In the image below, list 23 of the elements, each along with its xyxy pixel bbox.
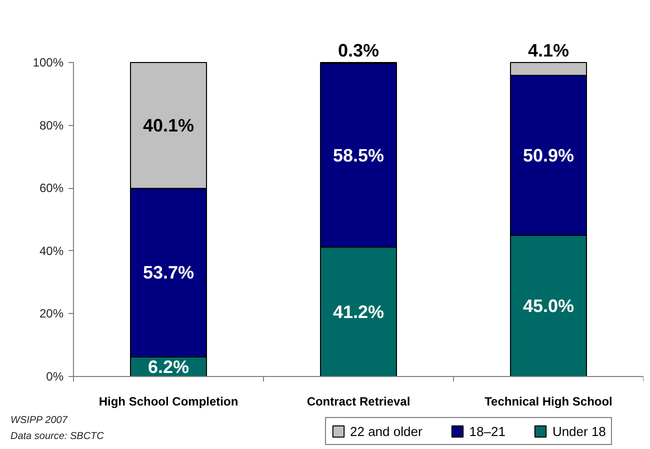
x-tick-label: High School Completion xyxy=(98,394,238,408)
y-tick-label: 20% xyxy=(39,306,64,321)
data-label: 6.2% xyxy=(148,356,190,377)
legend-label: Under 18 xyxy=(552,423,606,439)
source-note: Data source: SBCTC xyxy=(10,431,105,442)
x-tick-label: Technical High School xyxy=(484,394,612,408)
y-tick-label: 0% xyxy=(46,370,64,384)
x-tick-label: Contract Retrieval xyxy=(306,394,410,408)
text: WSIPP 2007 xyxy=(10,415,68,426)
data-label: 58.5% xyxy=(332,145,384,166)
data-label: 50.9% xyxy=(522,145,574,166)
data-label: 53.7% xyxy=(142,262,194,283)
y-tick-label: 80% xyxy=(39,118,64,132)
y-tick-label: 100% xyxy=(32,56,64,70)
data-label: 4.1% xyxy=(528,40,570,60)
legend-label: 22 and older xyxy=(350,423,422,439)
legend-label: 18–21 xyxy=(469,423,506,439)
y-tick-label: 40% xyxy=(39,244,64,258)
data-label: 0.3% xyxy=(338,40,380,60)
data-label: 41.2% xyxy=(332,302,384,322)
data-label: 40.1% xyxy=(142,115,194,136)
y-tick-label: 60% xyxy=(39,181,64,196)
data-label: 45.0% xyxy=(522,296,574,316)
